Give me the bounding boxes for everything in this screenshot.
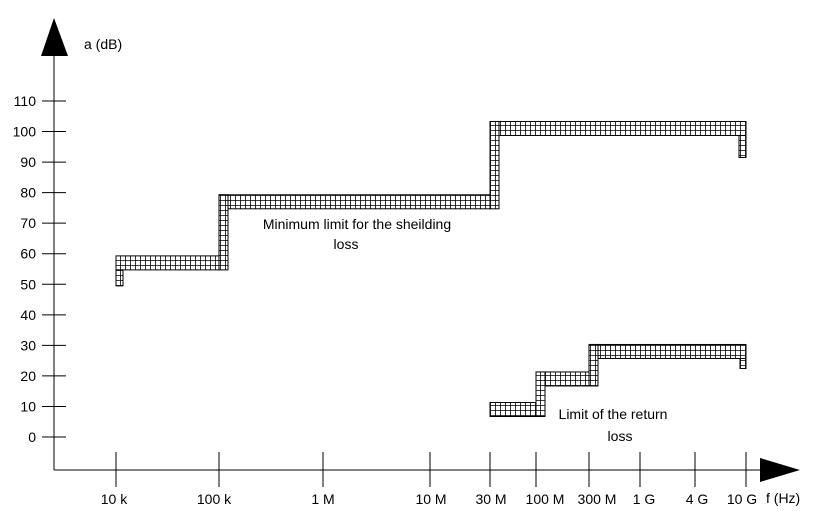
step-riser [588, 343, 599, 387]
step-segment [489, 120, 747, 136]
step-riser [535, 371, 546, 418]
x-tick-label: 30 M [475, 491, 506, 507]
step-tail-end [739, 357, 747, 369]
y-tick-20: 20 [20, 368, 66, 384]
x-tick-10G: 10 G [727, 452, 757, 507]
y-tick-label: 90 [20, 154, 36, 170]
step-tail-start [115, 269, 124, 287]
y-tick-label: 110 [14, 93, 37, 109]
step-segment [115, 255, 220, 271]
series-shielding-loss [115, 120, 747, 287]
step-segment [489, 402, 537, 418]
x-tick-10M: 10 M [415, 452, 447, 507]
x-tick-label: 1 M [311, 491, 334, 507]
x-tick-label: 1 G [633, 491, 656, 507]
x-tick-label: 10 G [727, 491, 757, 507]
y-tick-label: 60 [20, 246, 36, 262]
y-tick-label: 50 [20, 276, 36, 292]
y-tick-110: 110 [14, 93, 66, 109]
y-axis-label: a (dB) [84, 36, 122, 52]
step-segment [218, 194, 491, 210]
return-loss-annotation-line2: loss [608, 428, 633, 444]
y-tick-label: 20 [20, 368, 36, 384]
shielding-annotation-line2: loss [334, 236, 359, 252]
y-axis-arrow-icon [41, 18, 68, 56]
shielding-annotation-line1: Minimum limit for the sheilding [263, 216, 451, 232]
y-tick-0: 0 [28, 429, 66, 445]
y-tick-label: 100 [13, 124, 37, 140]
series-return-loss [489, 343, 747, 418]
step-riser [489, 120, 500, 210]
y-tick-90: 90 [20, 154, 66, 170]
x-tick-4G: 4 G [686, 452, 709, 507]
y-tick-100: 100 [13, 124, 66, 140]
x-tick-30M: 30 M [475, 452, 507, 507]
y-tick-label: 40 [20, 307, 36, 323]
step-segment [588, 343, 747, 359]
y-tick-label: 30 [20, 337, 36, 353]
x-tick-1M: 1 M [311, 452, 335, 507]
y-tick-70: 70 [20, 215, 66, 231]
x-tick-label: 4 G [686, 491, 709, 507]
x-tick-label: 100 M [526, 491, 565, 507]
y-tick-50: 50 [20, 276, 66, 292]
x-tick-1G: 1 G [633, 452, 656, 507]
y-tick-label: 80 [20, 185, 36, 201]
x-tick-300M: 300 M [578, 452, 617, 507]
y-tick-80: 80 [20, 185, 66, 201]
return-loss-annotation-line1: Limit of the return [559, 406, 668, 422]
y-tick-label: 70 [20, 215, 36, 231]
x-tick-label: 10 k [101, 491, 128, 507]
y-tick-30: 30 [20, 337, 66, 353]
x-tick-100k: 100 k [197, 452, 232, 507]
x-axis-arrow-icon [760, 458, 800, 482]
step-tail-end [738, 134, 747, 158]
y-tick-10: 10 [20, 398, 66, 414]
x-tick-10k: 10 k [101, 452, 128, 507]
step-riser [218, 194, 229, 271]
x-tick-label: 300 M [578, 491, 617, 507]
y-tick-label: 0 [28, 429, 36, 445]
x-axis-label: f (Hz) [766, 490, 800, 506]
y-tick-label: 10 [20, 398, 36, 414]
y-tick-60: 60 [20, 246, 66, 262]
y-tick-40: 40 [20, 307, 66, 323]
x-tick-100M: 100 M [526, 452, 565, 507]
x-tick-label: 10 M [415, 491, 446, 507]
x-tick-label: 100 k [197, 491, 232, 507]
